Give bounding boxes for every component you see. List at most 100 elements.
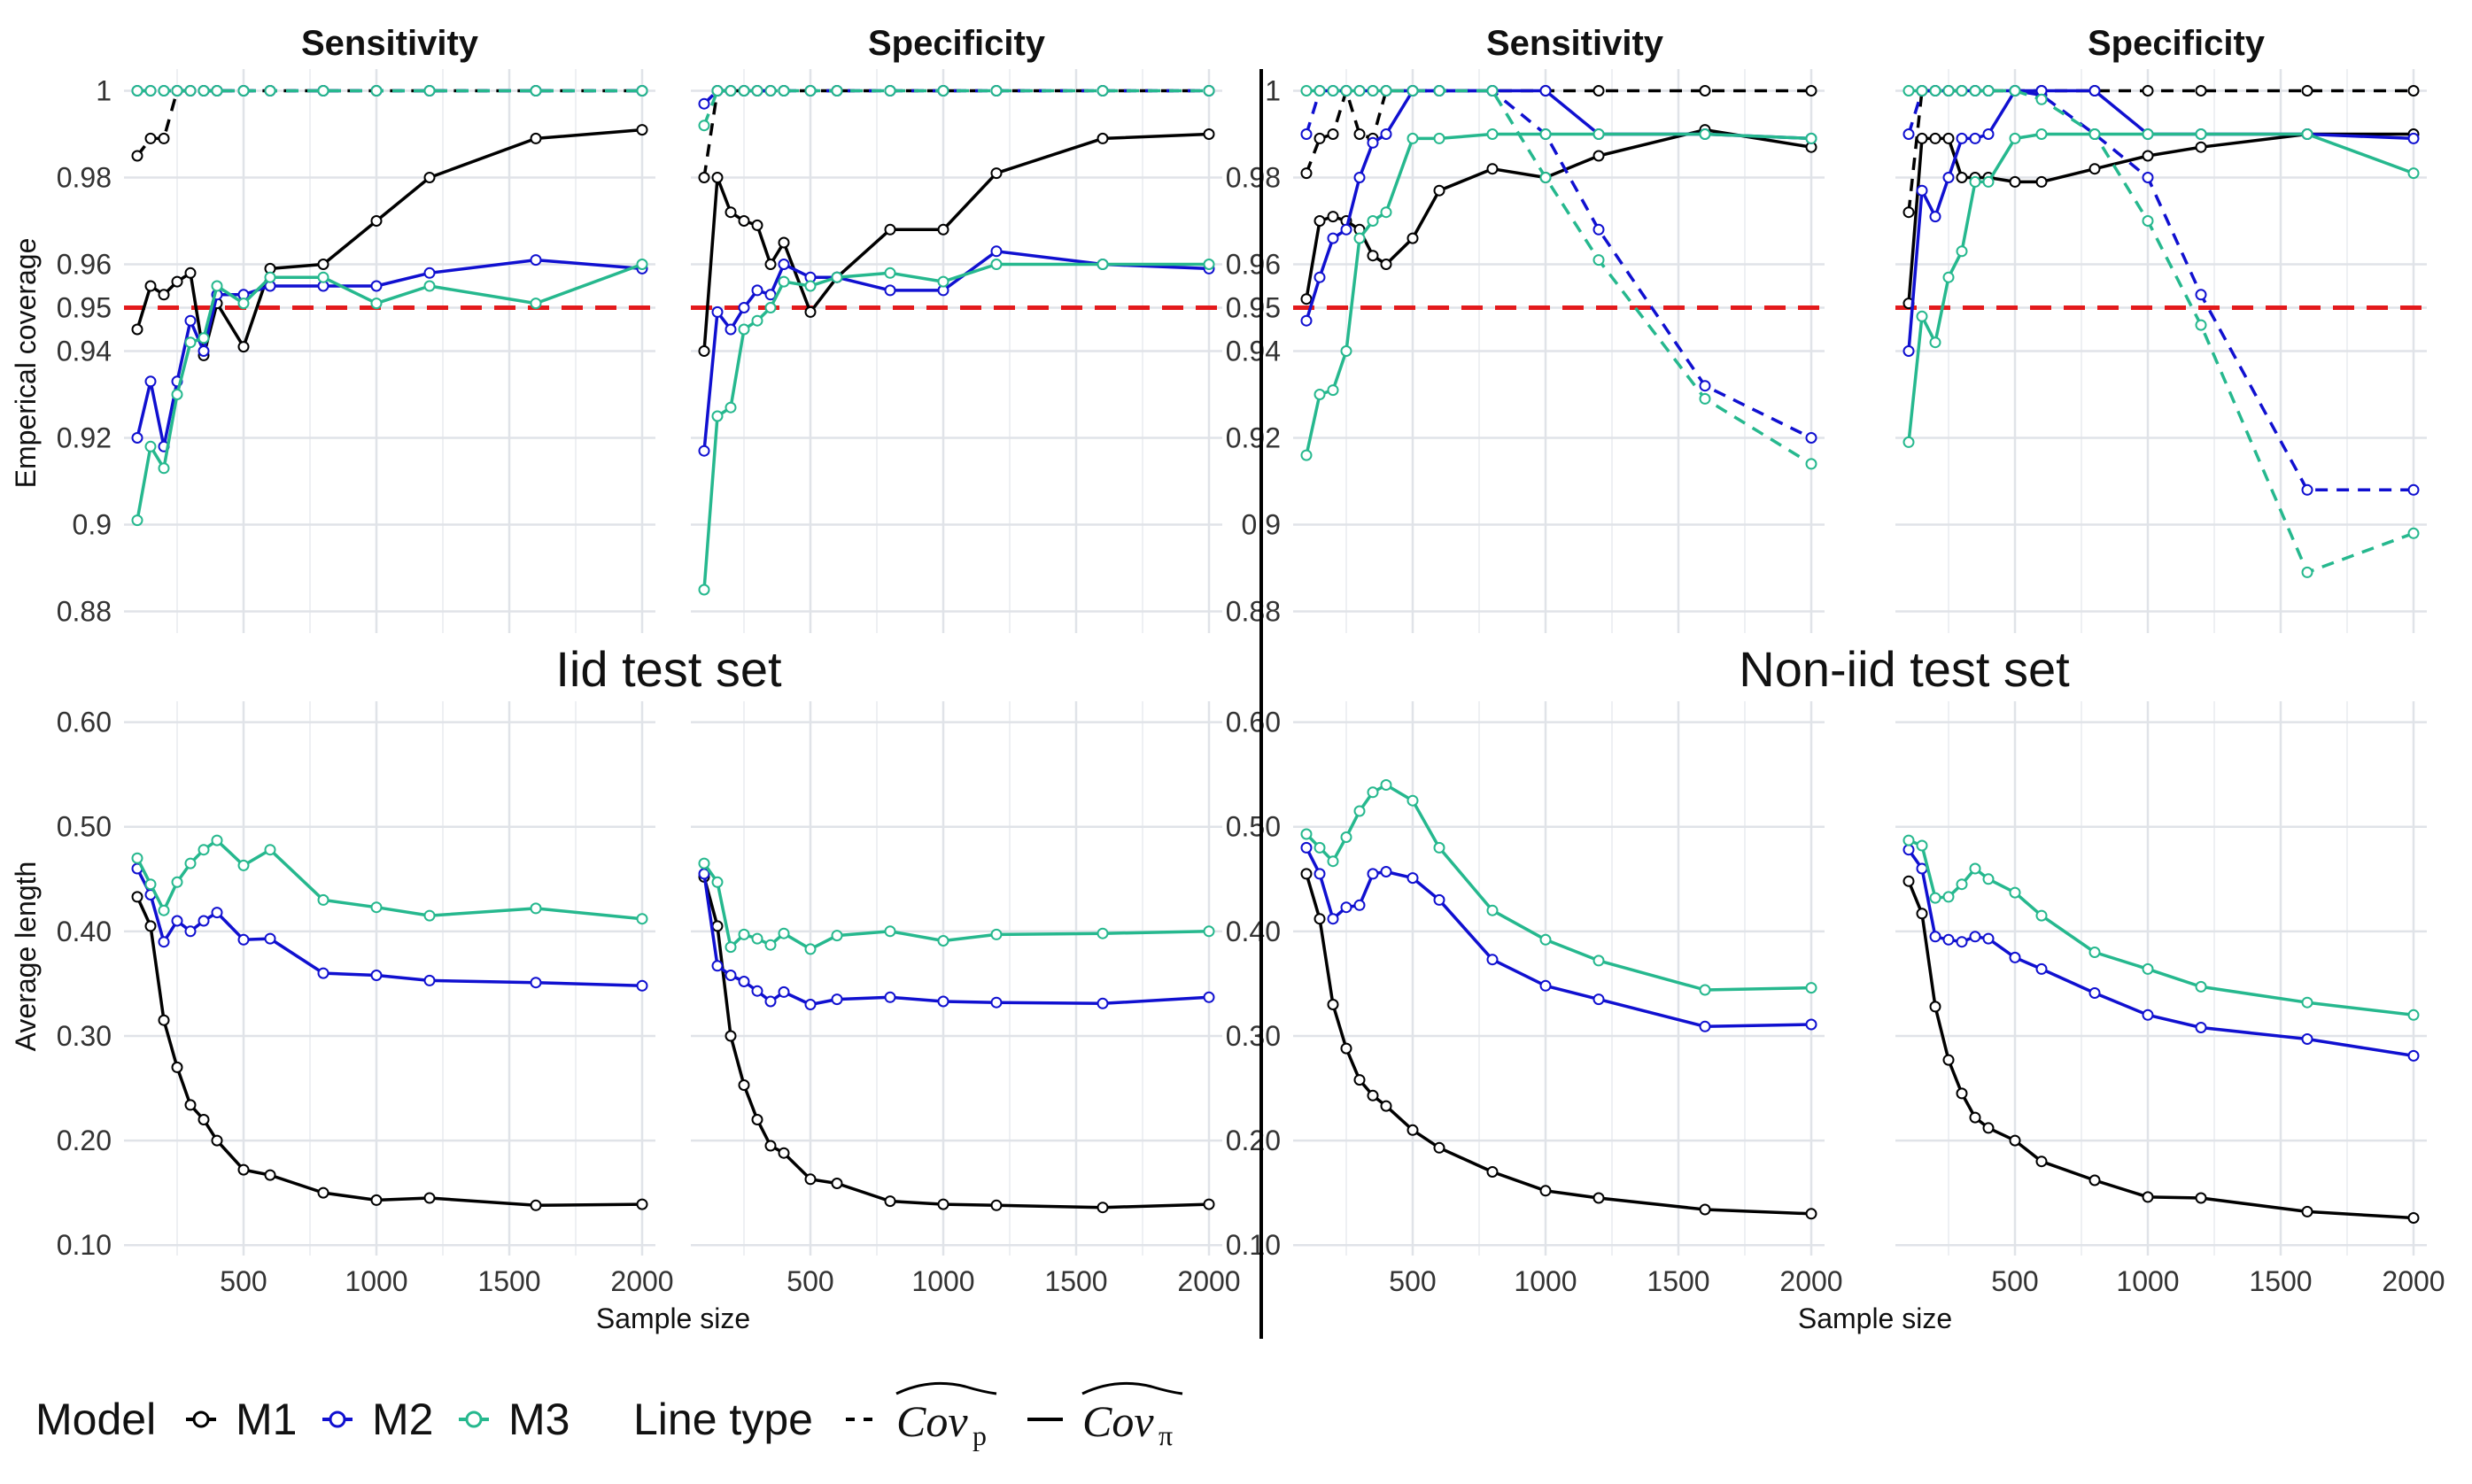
point-m1-solid bbox=[1406, 1124, 1419, 1136]
point-m3-solid bbox=[530, 298, 542, 310]
point-m1-solid bbox=[211, 1134, 223, 1147]
point-m3-solid bbox=[1300, 828, 1313, 840]
point-m2-solid bbox=[711, 960, 724, 972]
y-tick-label: 0.30 bbox=[57, 1020, 112, 1052]
point-m3-dashed bbox=[237, 85, 250, 97]
point-m1-solid bbox=[530, 1199, 542, 1211]
y-tick-label: 0.94 bbox=[57, 336, 112, 367]
point-m2-solid bbox=[198, 915, 210, 927]
point-m3-dashed bbox=[184, 85, 197, 97]
point-m2-solid bbox=[184, 314, 197, 327]
panel-coverage-iid-test-set-specificity bbox=[691, 69, 1222, 633]
point-m2-dashed bbox=[698, 97, 710, 110]
series-line-m3-dashed bbox=[702, 89, 1209, 127]
point-m3-solid bbox=[778, 275, 790, 288]
point-m1-solid bbox=[725, 206, 737, 219]
point-m3-solid bbox=[1097, 259, 1109, 270]
point-m2-solid bbox=[2301, 1033, 2313, 1045]
point-m3-solid bbox=[171, 389, 183, 400]
point-m1-solid bbox=[1433, 184, 1445, 197]
legend-sub-solid: π bbox=[1159, 1419, 1173, 1451]
point-m3-solid bbox=[1902, 436, 1915, 448]
point-m3-dashed bbox=[1486, 85, 1499, 97]
point-m2-solid bbox=[317, 967, 329, 979]
point-m2-dashed bbox=[2407, 483, 2420, 496]
point-m3-dashed bbox=[1929, 85, 1941, 97]
point-m3-solid bbox=[2195, 128, 2207, 140]
point-m3-dashed bbox=[937, 85, 949, 97]
point-m1-solid bbox=[1929, 132, 1941, 144]
point-m1-dashed bbox=[1592, 85, 1605, 97]
legend-sub-dashed: p bbox=[973, 1419, 987, 1451]
point-m3-dashed bbox=[2142, 215, 2154, 227]
point-m2-solid bbox=[1982, 932, 1995, 945]
point-m3-solid bbox=[990, 259, 1003, 270]
point-m2-solid bbox=[1942, 933, 1955, 946]
point-m3-solid bbox=[1969, 862, 1981, 875]
point-m3-solid bbox=[1805, 982, 1817, 994]
y-tick-label: 0.94 bbox=[1226, 336, 1281, 367]
point-m3-dashed bbox=[198, 85, 210, 97]
point-m1-solid bbox=[237, 1163, 250, 1176]
y-axis-label-length: Average length bbox=[10, 862, 42, 1052]
point-m3-dashed bbox=[211, 85, 223, 97]
point-m2-solid bbox=[1902, 844, 1915, 856]
point-m3-dashed bbox=[725, 85, 737, 97]
point-m3-solid bbox=[1433, 841, 1445, 854]
point-m1-solid bbox=[237, 341, 250, 353]
point-m3-dashed bbox=[1097, 85, 1109, 97]
point-m1-solid bbox=[1367, 250, 1379, 262]
point-m2-solid bbox=[423, 974, 436, 986]
point-m3-dashed bbox=[1592, 254, 1605, 267]
point-m3-solid bbox=[1353, 232, 1366, 244]
legend-key-m2 bbox=[322, 1411, 353, 1428]
point-m3-solid bbox=[1406, 132, 1419, 144]
legend-linetype-title: Line type bbox=[633, 1395, 813, 1444]
y-tick-label: 0.98 bbox=[1226, 162, 1281, 194]
point-m1-solid bbox=[1916, 132, 1928, 144]
point-m1-dashed bbox=[2195, 85, 2207, 97]
legend-key-m1 bbox=[186, 1411, 216, 1428]
point-m2-solid bbox=[1367, 868, 1379, 880]
x-tick-label: 1500 bbox=[1647, 1265, 1709, 1297]
point-m1-dashed bbox=[1327, 128, 1339, 140]
point-m3-solid bbox=[1982, 873, 1995, 885]
point-m3-solid bbox=[2195, 980, 2207, 993]
y-tick-label: 0.92 bbox=[57, 422, 112, 454]
point-m2-solid bbox=[1406, 872, 1419, 885]
point-m3-dashed bbox=[1353, 85, 1366, 97]
point-m3-solid bbox=[884, 925, 896, 938]
point-m2-solid bbox=[1433, 893, 1445, 906]
point-m3-dashed bbox=[2301, 566, 2313, 578]
y-tick-label: 0.92 bbox=[1226, 422, 1281, 454]
point-m3-dashed bbox=[778, 85, 790, 97]
point-m1-solid bbox=[636, 1198, 648, 1210]
point-m3-solid bbox=[1486, 128, 1499, 140]
point-m3-solid bbox=[2301, 996, 2313, 1009]
point-m1-solid bbox=[1367, 1089, 1379, 1101]
point-m2-solid bbox=[2407, 1049, 2420, 1062]
point-m2-solid bbox=[1327, 913, 1339, 925]
point-m3-solid bbox=[764, 302, 777, 313]
point-m1-solid bbox=[764, 1140, 777, 1152]
point-m1-solid bbox=[2088, 1174, 2101, 1186]
point-m1-solid bbox=[2035, 1156, 2048, 1168]
point-m3-solid bbox=[804, 280, 817, 292]
point-m1-solid bbox=[171, 1061, 183, 1073]
y-tick-label: 0.96 bbox=[1226, 249, 1281, 281]
point-m1-solid bbox=[1300, 293, 1313, 305]
x-tick-label: 500 bbox=[1991, 1265, 2038, 1297]
point-m1-solid bbox=[2195, 141, 2207, 153]
point-m1-dashed bbox=[2301, 85, 2313, 97]
point-m3-solid bbox=[937, 275, 949, 288]
point-m3-solid bbox=[1902, 834, 1915, 846]
series-line-m2-solid bbox=[1305, 89, 1812, 321]
series-line-m2-solid bbox=[136, 868, 643, 988]
point-m1-solid bbox=[1539, 1185, 1552, 1197]
point-m1-solid bbox=[1942, 132, 1955, 144]
facet-title-noniid-specificity: Specificity bbox=[2088, 24, 2266, 63]
point-m1-solid bbox=[1300, 868, 1313, 880]
point-m3-solid bbox=[1592, 955, 1605, 967]
point-m3-dashed bbox=[530, 85, 542, 97]
point-m1-dashed bbox=[2142, 85, 2154, 97]
